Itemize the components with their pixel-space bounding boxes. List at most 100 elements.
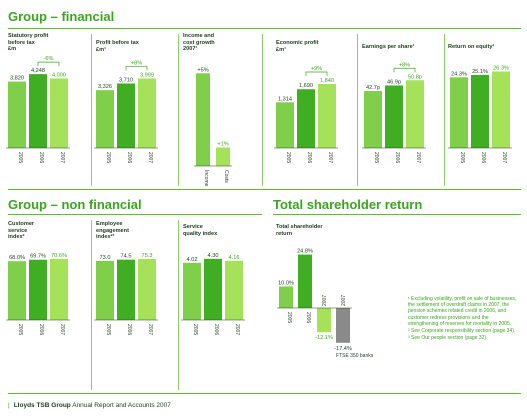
column-divider — [262, 34, 263, 186]
bar-return_on_equity-2 — [492, 71, 510, 148]
bar-total_shareholder_return-1 — [298, 254, 312, 308]
footnote-2: ² See Corporate responsibility section (… — [408, 328, 516, 335]
change-label-statutory_profit: -6% — [44, 56, 54, 62]
bar-return_on_equity-0 — [450, 77, 468, 148]
value-label-total_shareholder_return-3: -17.4% — [334, 346, 352, 352]
page-bottom-rule — [8, 393, 521, 394]
category-label-employee_engagement_index-0: 2005 — [105, 324, 111, 335]
change-label-economic_profit: +9% — [311, 66, 322, 72]
tsr-section-title: Total shareholder return — [273, 197, 423, 212]
value-label-total_shareholder_return-1: 24.8% — [297, 249, 313, 255]
category-label-economic_profit-1: 2006 — [306, 152, 312, 163]
chart-title-customer-service-index: Customer service index² — [8, 221, 35, 241]
bar-service_quality_index-1 — [204, 258, 222, 320]
category-label-earnings_per_share-2: 2007 — [415, 152, 421, 163]
chart-title-total-shareholder-return: Total shareholder return — [276, 224, 323, 237]
category-label-statutory_profit-0: 2005 — [17, 152, 23, 163]
footer-marker: | — [8, 402, 10, 409]
category-label-income_cost_growth-0: Income — [203, 170, 209, 187]
category-label-total_shareholder_return-1: 2006 — [305, 312, 311, 323]
bar-customer_service_index-1 — [29, 259, 47, 320]
value-label-income_cost_growth-1: +1% — [217, 141, 228, 147]
category-label-service_quality_index-0: 2005 — [192, 324, 198, 335]
category-label-economic_profit-2: 2007 — [327, 152, 333, 163]
value-label-service_quality_index-0: 4.02 — [187, 257, 198, 263]
bar-earnings_per_share-0 — [364, 91, 382, 148]
value-label-employee_engagement_index-1: 74.5 — [121, 254, 132, 260]
value-label-total_shareholder_return-2: -12.1% — [315, 335, 333, 341]
bar-customer_service_index-0 — [8, 261, 26, 320]
bar-total_shareholder_return-3 — [336, 308, 350, 343]
bar-service_quality_index-2 — [225, 260, 243, 320]
bar-economic_profit-0 — [276, 102, 294, 148]
value-label-statutory_profit-2: 4,000 — [52, 72, 66, 78]
value-label-economic_profit-2: 1,840 — [320, 78, 334, 84]
category-label-service_quality_index-2: 2007 — [234, 324, 240, 335]
bar-return_on_equity-1 — [471, 74, 489, 148]
column-divider — [91, 34, 92, 186]
bar-customer_service_index-2 — [50, 258, 68, 320]
tsr-header-rule — [273, 214, 521, 215]
category-label-customer_service_index-0: 2005 — [17, 324, 23, 335]
value-label-return_on_equity-2: 26.3% — [493, 65, 509, 71]
change-bracket-statutory_profit — [37, 61, 60, 67]
bar-statutory_profit-0 — [8, 81, 26, 148]
value-label-income_cost_growth-0: +5% — [197, 67, 208, 73]
value-label-return_on_equity-0: 24.3% — [451, 71, 467, 77]
category-label-total_shareholder_return-0: 2005 — [286, 312, 292, 323]
tsr-benchmark-label: FTSE 350 banks — [336, 353, 374, 359]
value-label-employee_engagement_index-2: 75.3 — [142, 253, 153, 259]
bar-employee_engagement_index-1 — [117, 259, 135, 320]
category-label-return_on_equity-2: 2007 — [501, 152, 507, 163]
value-label-earnings_per_share-0: 42.7p — [366, 85, 380, 91]
financial-header-rule — [8, 28, 521, 29]
value-label-service_quality_index-1: 4.30 — [208, 253, 219, 259]
non-financial-header-rule — [8, 214, 262, 215]
bar-total_shareholder_return-2 — [317, 308, 331, 333]
bar-earnings_per_share-1 — [385, 85, 403, 148]
value-label-economic_profit-1: 1,690 — [299, 83, 313, 89]
value-label-customer_service_index-0: 68.0% — [9, 255, 25, 261]
bar-employee_engagement_index-2 — [138, 258, 156, 320]
category-label-earnings_per_share-0: 2005 — [373, 152, 379, 163]
bar-employee_engagement_index-0 — [96, 260, 114, 320]
chart-title-return-on-equity: Return on equity¹ — [448, 44, 495, 50]
chart-title-profit-before-tax: Profit before tax £m¹ — [96, 40, 139, 53]
footer-text: Annual Report and Accounts 2007 — [72, 402, 171, 409]
column-divider — [91, 220, 92, 390]
bar-income_cost_growth-1 — [216, 147, 230, 166]
bar-income_cost_growth-0 — [196, 73, 210, 166]
category-label-return_on_equity-0: 2005 — [459, 152, 465, 163]
value-label-profit_before_tax-1: 3,710 — [119, 77, 133, 83]
change-bracket-economic_profit — [305, 71, 328, 76]
column-divider — [178, 220, 179, 390]
column-divider — [357, 34, 358, 186]
value-label-total_shareholder_return-0: 10.0% — [278, 280, 294, 286]
category-label-profit_before_tax-2: 2007 — [147, 152, 153, 163]
value-label-statutory_profit-0: 3,820 — [10, 76, 24, 82]
footnote-1: ¹ Excluding volatility, profit on sale o… — [408, 296, 517, 327]
category-label-profit_before_tax-1: 2006 — [126, 152, 132, 163]
category-label-economic_profit-0: 2005 — [285, 152, 291, 163]
category-label-profit_before_tax-0: 2005 — [105, 152, 111, 163]
bar-economic_profit-1 — [297, 89, 315, 148]
bar-service_quality_index-0 — [183, 262, 201, 320]
category-label-employee_engagement_index-1: 2006 — [126, 324, 132, 335]
bar-profit_before_tax-2 — [138, 78, 156, 148]
non-financial-section-title: Group – non financial — [8, 197, 142, 212]
change-label-profit_before_tax: +8% — [131, 60, 142, 66]
footer-brand: Lloyds TSB Group — [13, 402, 71, 409]
category-label-employee_engagement_index-2: 2007 — [147, 324, 153, 335]
value-label-customer_service_index-2: 70.6% — [51, 253, 67, 259]
change-bracket-earnings_per_share — [393, 67, 416, 73]
category-label-total_shareholder_return-2: 2007 — [322, 295, 328, 306]
category-label-total_shareholder_return-3: 2007 — [341, 295, 347, 306]
bar-profit_before_tax-1 — [117, 83, 135, 148]
bar-earnings_per_share-2 — [406, 80, 424, 148]
